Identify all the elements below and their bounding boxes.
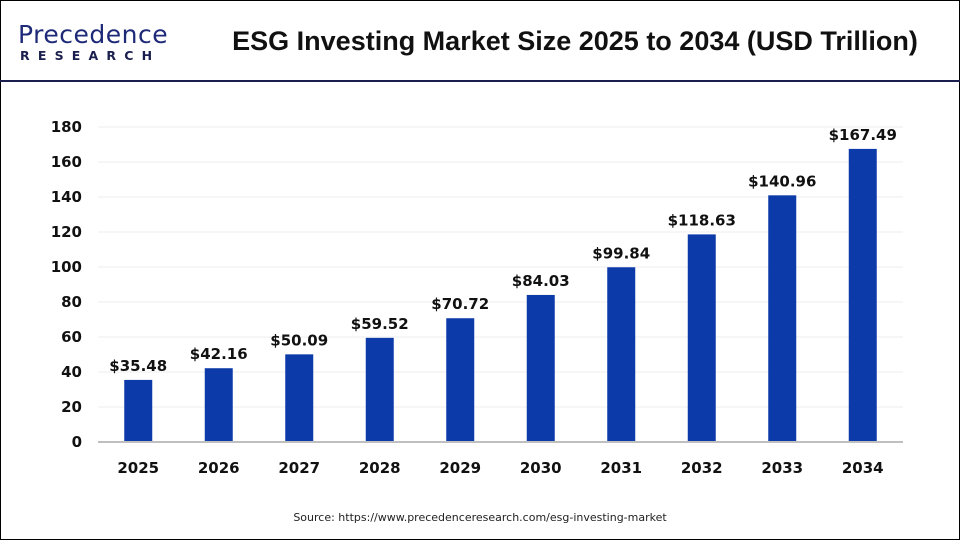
bar-2031 (607, 267, 636, 442)
bar-2033 (768, 195, 797, 442)
data-label: $70.72 (431, 295, 489, 313)
data-label: $99.84 (592, 244, 650, 262)
y-tick-label: 100 (51, 258, 82, 276)
bar-2027 (285, 354, 314, 442)
bar-2026 (204, 368, 233, 442)
y-tick-label: 120 (51, 223, 82, 241)
data-label: $140.96 (748, 172, 816, 190)
data-label: $50.09 (270, 331, 328, 349)
bar-2030 (526, 294, 555, 442)
y-tick-label: 40 (61, 363, 82, 381)
x-tick-label: 2030 (520, 459, 562, 477)
logo-text-bottom: RESEARCH (20, 48, 161, 63)
bar-2032 (687, 234, 716, 442)
bar-2029 (446, 318, 475, 442)
x-tick-label: 2032 (681, 459, 723, 477)
x-tick-label: 2028 (359, 459, 401, 477)
logo-text-top: Precedence (18, 20, 169, 49)
bar-2025 (124, 379, 153, 442)
data-label: $42.16 (190, 345, 248, 363)
x-tick-label: 2031 (600, 459, 642, 477)
x-tick-label: 2029 (439, 459, 481, 477)
data-label: $59.52 (351, 315, 409, 333)
y-tick-label: 20 (61, 398, 82, 416)
chart-title: ESG Investing Market Size 2025 to 2034 (… (232, 26, 918, 56)
logo: Precedence RESEARCH (18, 20, 169, 64)
y-tick-label: 140 (51, 188, 82, 206)
bar-2034 (848, 148, 877, 442)
y-tick-label: 80 (61, 293, 82, 311)
y-tick-label: 0 (72, 433, 82, 451)
data-label: $84.03 (512, 272, 570, 290)
data-label: $35.48 (109, 357, 167, 375)
x-tick-label: 2033 (761, 459, 803, 477)
x-tick-label: 2027 (278, 459, 320, 477)
y-tick-label: 180 (51, 118, 82, 136)
y-tick-label: 160 (51, 153, 82, 171)
x-tick-label: 2025 (117, 459, 159, 477)
x-tick-label: 2034 (842, 459, 884, 477)
data-label: $167.49 (829, 126, 897, 144)
source-text: Source: https://www.precedenceresearch.c… (293, 511, 667, 524)
x-tick-label: 2026 (198, 459, 240, 477)
header-divider (0, 80, 960, 82)
data-label: $118.63 (668, 211, 736, 229)
y-tick-label: 60 (61, 328, 82, 346)
bar-2028 (365, 337, 394, 442)
